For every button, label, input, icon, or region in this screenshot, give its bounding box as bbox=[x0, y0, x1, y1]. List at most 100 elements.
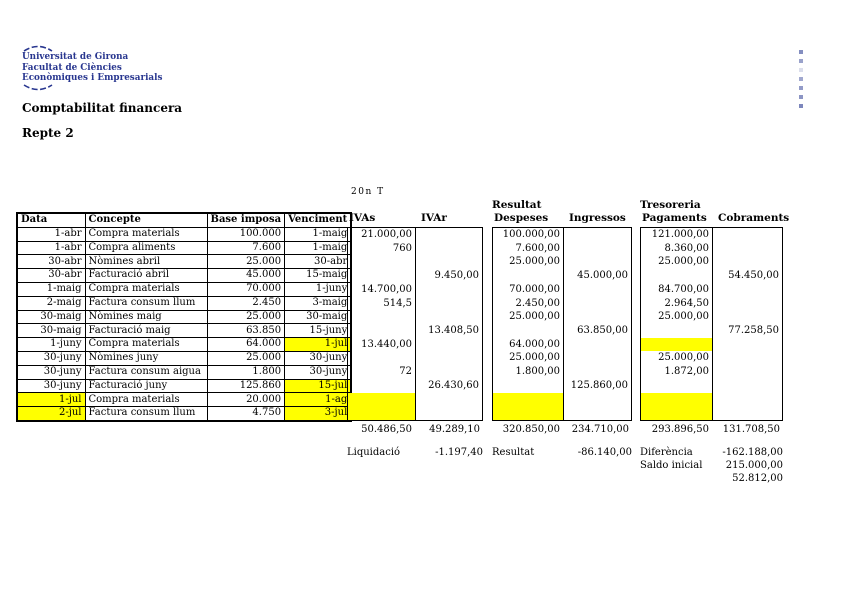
cell-base: 25.000 bbox=[206, 350, 286, 366]
cell-concepte: Factura consum aigua bbox=[84, 364, 208, 380]
t-cell-left bbox=[641, 406, 712, 420]
artifact-mark bbox=[799, 50, 803, 54]
tresoreria-right-header: Cobraments bbox=[718, 212, 790, 224]
table-row: 30-maig Nòmines maig 25.000 30-maig bbox=[16, 309, 352, 325]
t-cell-left: 514,5 bbox=[383, 297, 412, 309]
tresoreria-totals: 293.896,50 131.708,50 bbox=[640, 424, 783, 436]
cell-base: 7.600 bbox=[206, 240, 286, 256]
col-header-base: Base imposa bbox=[206, 212, 286, 228]
summary-value: -1.197,40 bbox=[435, 447, 483, 458]
cell-data: 1-maig bbox=[16, 281, 86, 297]
resultat-summary: Resultat -86.140,00 bbox=[492, 447, 632, 460]
university-logo: Universitat de Girona Facultat de Ciènci… bbox=[22, 44, 162, 92]
t-cell-left bbox=[493, 406, 563, 420]
cell-venciment: 30-juny bbox=[284, 364, 352, 380]
t-cell-right: 26.430,60 bbox=[428, 379, 479, 391]
cell-data: 1-jul bbox=[16, 392, 86, 408]
iva-summary: Liquidació -1.197,40 bbox=[347, 447, 483, 460]
cell-data: 30-juny bbox=[16, 350, 86, 366]
t-cell-right bbox=[416, 351, 482, 365]
table-row: 30-maig Facturació maig 63.850 15-juny bbox=[16, 323, 352, 339]
t-cell-right bbox=[416, 365, 482, 379]
artifact-mark bbox=[799, 104, 803, 108]
t-cell-right bbox=[564, 255, 631, 269]
t-cell-right bbox=[416, 228, 482, 242]
t-cell-right bbox=[416, 283, 482, 297]
cell-data: 2-jul bbox=[16, 406, 86, 422]
cell-base: 70.000 bbox=[206, 281, 286, 297]
t-cell-left: 1.872,00 bbox=[664, 366, 709, 378]
col-header-data: Data bbox=[16, 212, 86, 228]
summary-value: -86.140,00 bbox=[577, 447, 632, 458]
cell-base: 1.800 bbox=[206, 364, 286, 380]
table-row: 1-maig Compra materials 70.000 1-juny bbox=[16, 281, 352, 297]
t-left-col: 100.000,00 7.600,00 25.000,00 70.000,00 2.45… bbox=[493, 228, 564, 420]
artifact-mark bbox=[799, 95, 803, 99]
artifact-mark bbox=[799, 68, 803, 72]
cell-concepte: Facturació abril bbox=[84, 268, 208, 283]
cell-data: 30-juny bbox=[16, 364, 86, 380]
t-cell-right bbox=[564, 242, 631, 256]
iva-tbox: 21.000,00 760 14.700,00 514,5 13.440,00 72 9.… bbox=[347, 227, 483, 421]
t-cell-right bbox=[713, 310, 782, 324]
cell-base: 100.000 bbox=[206, 226, 286, 242]
t-cell-left: 14.700,00 bbox=[361, 283, 412, 295]
cell-concepte: Compra materials bbox=[84, 337, 208, 352]
resultat-right-header: Ingressos bbox=[569, 212, 626, 224]
tresoreria-right-total: 131.708,50 bbox=[722, 424, 780, 435]
t-cell-right bbox=[564, 283, 631, 297]
t-cell-right bbox=[416, 297, 482, 311]
t-cell-right bbox=[713, 393, 782, 407]
tresoreria-summary: Diferència -162.188,00 Saldo inicial 215.00… bbox=[640, 447, 783, 485]
cell-data: 30-maig bbox=[16, 309, 86, 325]
summary-line: Saldo inicial 215.000,00 bbox=[640, 460, 783, 473]
summary-line: Liquidació -1.197,40 bbox=[347, 447, 483, 460]
t-cell-right bbox=[713, 255, 782, 269]
t-cell-left bbox=[348, 255, 415, 269]
t-cell-right: 77.258,50 bbox=[728, 325, 779, 336]
cell-base: 25.000 bbox=[206, 309, 286, 325]
cell-concepte: Compra aliments bbox=[84, 240, 208, 256]
t-left-col: 121.000,00 8.360,00 25.000,00 84.700,00 2.96… bbox=[641, 228, 713, 420]
t-cell-left: 7.600,00 bbox=[515, 242, 560, 254]
t-cell-right: 63.850,00 bbox=[577, 325, 628, 336]
cell-data: 30-maig bbox=[16, 323, 86, 339]
t-cell-left: 100.000,00 bbox=[502, 229, 560, 240]
summary-line: 52.812,00 bbox=[640, 473, 783, 486]
summary-value: -162.188,00 bbox=[722, 447, 783, 458]
cell-venciment: 15-maig bbox=[284, 268, 352, 283]
cell-base: 4.750 bbox=[206, 406, 286, 422]
taccount-tresoreria-title: Tresoreria bbox=[640, 199, 701, 211]
t-cell-left: 64.000,00 bbox=[509, 338, 560, 350]
taccount-resultat-title: Resultat bbox=[492, 199, 542, 211]
t-cell-left: 13.440,00 bbox=[361, 338, 412, 350]
cell-concepte: Factura consum llum bbox=[84, 406, 208, 422]
t-cell-right bbox=[416, 406, 482, 420]
taccount-resultat: Resultat Despeses Ingressos 100.000,00 7.… bbox=[492, 199, 632, 460]
t-cell-right bbox=[713, 283, 782, 297]
t-cell-left: 72 bbox=[399, 366, 412, 378]
t-cell-right bbox=[564, 310, 631, 324]
summary-label: Diferència bbox=[640, 447, 693, 458]
cell-base: 25.000 bbox=[206, 254, 286, 270]
t-cell-right bbox=[564, 393, 631, 407]
t-cell-right bbox=[564, 351, 631, 365]
t-cell-left: 25.000,00 bbox=[658, 256, 709, 268]
t-right-col: 45.000,00 63.850,00 125.860,00 bbox=[564, 228, 631, 420]
t-cell-left bbox=[493, 324, 563, 338]
logo-top-arc-icon bbox=[23, 45, 53, 52]
iva-totals: 50.486,50 49.289,10 bbox=[347, 424, 483, 436]
t-cell-left bbox=[641, 392, 712, 407]
logo-text: Universitat de Girona Facultat de Ciènci… bbox=[22, 52, 162, 84]
t-cell-left bbox=[348, 351, 415, 365]
artifact-mark bbox=[799, 86, 803, 90]
t-cell-left bbox=[348, 310, 415, 324]
t-cell-left bbox=[348, 379, 415, 393]
cell-concepte: Factura consum llum bbox=[84, 295, 208, 311]
cell-venciment: 1-ag bbox=[284, 392, 352, 408]
t-cell-left bbox=[493, 392, 563, 407]
logo-line-2: Facultat de Ciències bbox=[22, 62, 122, 73]
resultat-right-total: 234.710,00 bbox=[571, 424, 629, 435]
summary-line: Diferència -162.188,00 bbox=[640, 447, 783, 460]
t-cell-right bbox=[713, 338, 782, 352]
